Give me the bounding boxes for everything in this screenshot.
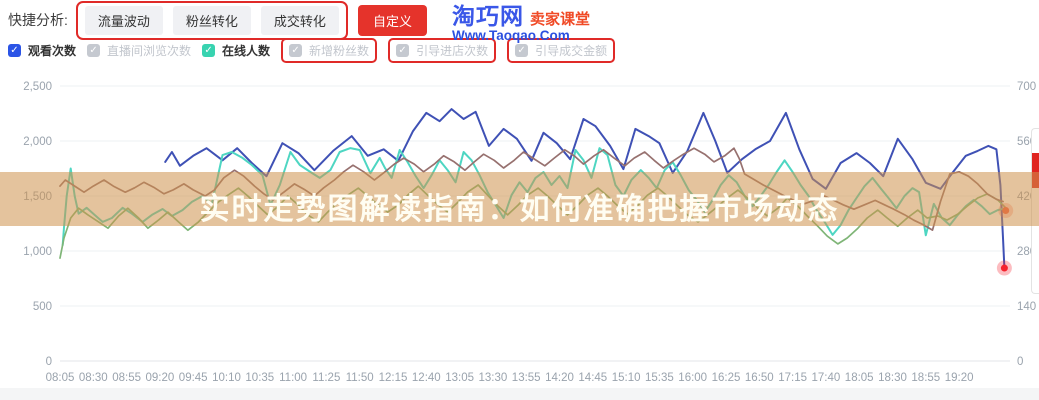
legend-item[interactable]: ✓ 引导进店次数 bbox=[388, 37, 497, 63]
legend-item[interactable]: ✓ 在线人数 bbox=[202, 42, 270, 59]
x-axis-label: 17:15 bbox=[778, 372, 807, 384]
legend-label: 观看次数 bbox=[28, 43, 77, 58]
x-axis-label: 13:55 bbox=[512, 372, 541, 384]
site-logo: 淘巧网 卖家课堂 Www.Taoqao.Com bbox=[452, 4, 590, 43]
legend-label: 在线人数 bbox=[222, 43, 271, 58]
x-axis-label: 11:50 bbox=[346, 372, 374, 384]
x-axis-label: 15:10 bbox=[612, 372, 641, 384]
x-axis-label: 11:00 bbox=[279, 372, 307, 384]
bottom-strip bbox=[0, 388, 1039, 400]
x-axis-label: 16:25 bbox=[712, 372, 741, 384]
y-axis-label-left: 2,000 bbox=[23, 136, 52, 148]
quick-analysis-button[interactable]: 粉丝转化 bbox=[172, 5, 251, 35]
x-axis-label: 10:35 bbox=[245, 372, 274, 384]
y-axis-label-left: 500 bbox=[33, 301, 52, 313]
y-axis-label-left: 2,500 bbox=[23, 81, 52, 93]
legend-label: 直播间浏览次数 bbox=[107, 43, 192, 58]
legend-label: 引导进店次数 bbox=[416, 43, 489, 58]
y-axis-label-right: 0 bbox=[1017, 356, 1023, 368]
x-axis-label: 08:05 bbox=[46, 372, 75, 384]
logo-suffix: 卖家课堂 bbox=[530, 11, 591, 28]
x-axis-label: 18:55 bbox=[911, 372, 940, 384]
quick-analysis-button[interactable]: 成交转化 bbox=[260, 5, 339, 35]
x-axis-label: 15:35 bbox=[645, 372, 674, 384]
x-axis-label: 17:40 bbox=[812, 372, 841, 384]
custom-analysis-button[interactable]: 自定义 bbox=[357, 4, 427, 36]
y-axis-label-left: 0 bbox=[46, 356, 52, 368]
x-axis-label: 12:15 bbox=[379, 372, 408, 384]
series-checkbox[interactable]: ✓ bbox=[8, 43, 21, 57]
quick-analysis-label: 快捷分析: bbox=[8, 12, 68, 28]
x-axis-label: 08:55 bbox=[112, 372, 141, 384]
x-axis-label: 16:50 bbox=[745, 372, 774, 384]
y-axis-label-right: 700 bbox=[1017, 81, 1036, 93]
series-checkbox[interactable]: ✓ bbox=[289, 43, 303, 57]
legend-label: 引导成交金额 bbox=[535, 43, 608, 58]
legend-item[interactable]: ✓ 引导成交金额 bbox=[507, 37, 616, 63]
series-checkbox[interactable]: ✓ bbox=[515, 43, 529, 57]
x-axis-label: 13:30 bbox=[479, 372, 508, 384]
title-overlay-band bbox=[0, 172, 1039, 226]
logo-url: Www.Taoqao.Com bbox=[452, 28, 570, 44]
series-checkbox[interactable]: ✓ bbox=[87, 43, 101, 57]
legend-item[interactable]: ✓ 观看次数 bbox=[8, 42, 76, 59]
x-axis-label: 10:10 bbox=[212, 372, 241, 384]
legend-item[interactable]: ✓ 新增粉丝数 bbox=[281, 37, 378, 63]
y-axis-label-left: 1,000 bbox=[23, 246, 52, 258]
series-checkbox[interactable]: ✓ bbox=[202, 43, 216, 57]
legend-item[interactable]: ✓ 直播间浏览次数 bbox=[87, 42, 191, 59]
legend-label: 新增粉丝数 bbox=[309, 43, 370, 58]
data-point-marker bbox=[1000, 264, 1008, 272]
quick-buttons-group: 流量波动 粉丝转化 成交转化 bbox=[75, 0, 348, 40]
x-axis-label: 09:45 bbox=[179, 372, 208, 384]
x-axis-label: 08:30 bbox=[79, 372, 108, 384]
x-axis-label: 14:20 bbox=[545, 372, 574, 384]
x-axis-label: 18:30 bbox=[878, 372, 907, 384]
x-axis-label: 09:20 bbox=[146, 372, 175, 384]
logo-name: 淘巧网 bbox=[452, 3, 524, 29]
edge-scroll-thumb[interactable] bbox=[1032, 153, 1039, 188]
y-axis-label-right: 140 bbox=[1017, 301, 1036, 313]
x-axis-label: 16:00 bbox=[678, 372, 707, 384]
x-axis-label: 13:05 bbox=[445, 372, 474, 384]
series-legend: ✓ 观看次数 ✓ 直播间浏览次数 ✓ 在线人数 ✓ 新增粉丝数 ✓ 引导进店次数 ✓ 引导成交金额 bbox=[8, 37, 616, 63]
x-axis-label: 12:40 bbox=[412, 372, 441, 384]
series-line bbox=[164, 108, 1006, 270]
x-axis-label: 11:25 bbox=[312, 372, 340, 384]
quick-analysis-button[interactable]: 流量波动 bbox=[84, 5, 163, 35]
series-checkbox[interactable]: ✓ bbox=[396, 43, 410, 57]
quick-analysis-bar: 快捷分析: 流量波动 粉丝转化 成交转化 自定义 bbox=[8, 0, 427, 40]
x-axis-label: 18:05 bbox=[845, 372, 874, 384]
x-axis-label: 19:20 bbox=[945, 372, 974, 384]
overlay-title: 实时走势图解读指南：如何准确把握市场动态 bbox=[199, 193, 840, 226]
x-axis-label: 14:45 bbox=[578, 372, 607, 384]
